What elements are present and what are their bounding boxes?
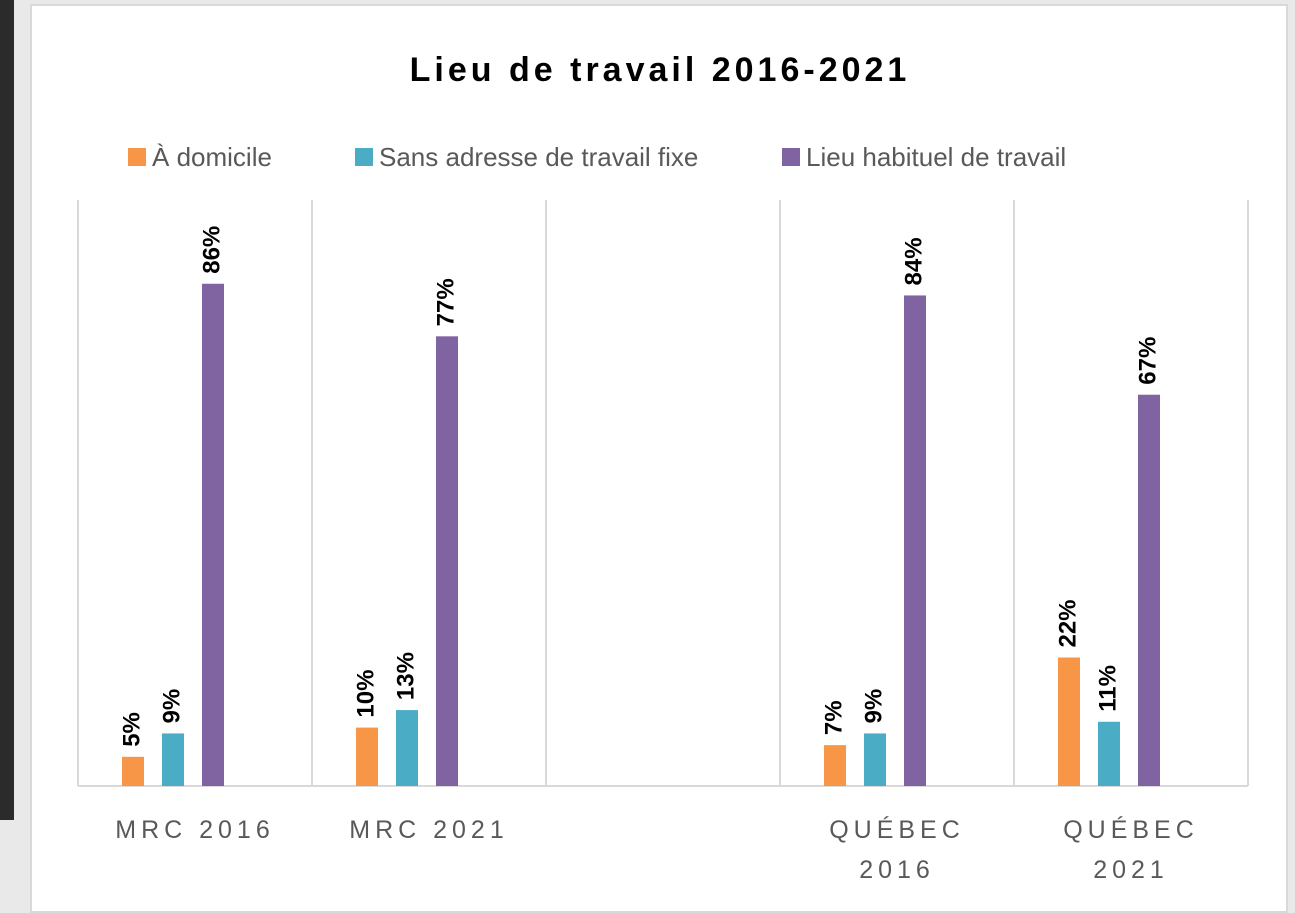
chart: Lieu de travail 2016-2021 À domicile Sans… [0, 0, 1295, 913]
legend-label: Lieu habituel de travail [806, 142, 1066, 172]
bar [396, 710, 418, 786]
data-label: 5% [118, 712, 145, 747]
data-label: 13% [392, 652, 419, 700]
data-label: 9% [158, 689, 185, 724]
data-label: 22% [1054, 599, 1081, 647]
bar [356, 728, 378, 786]
data-label: 9% [860, 689, 887, 724]
data-label: 84% [900, 237, 927, 285]
bar [202, 284, 224, 786]
data-label: 67% [1134, 337, 1161, 385]
bar [824, 745, 846, 786]
data-label: 7% [820, 700, 847, 735]
legend-swatch [355, 148, 373, 166]
bar [162, 733, 184, 786]
x-tick-label: QUÉBEC 2016 [797, 810, 997, 890]
bar [904, 295, 926, 786]
bar [436, 336, 458, 786]
bar [1058, 658, 1080, 786]
legend-label: À domicile [152, 142, 272, 172]
legend-label: Sans adresse de travail fixe [379, 142, 698, 172]
bar [1138, 395, 1160, 786]
chart-title: Lieu de travail 2016-2021 [410, 51, 911, 89]
data-label: 86% [198, 226, 225, 274]
x-tick-label: QUÉBEC 2021 [1031, 810, 1231, 890]
page: Lieu de travail 2016-2021 À domicile Sans… [0, 0, 1295, 913]
bar [864, 733, 886, 786]
x-tick-label: MRC 2021 [329, 810, 529, 850]
bar [1098, 722, 1120, 786]
bar [122, 757, 144, 786]
legend-swatch [128, 148, 146, 166]
data-label: 10% [352, 670, 379, 718]
x-tick-label: MRC 2016 [95, 810, 295, 850]
data-label: 11% [1094, 665, 1121, 712]
data-label: 77% [432, 278, 459, 326]
legend-swatch [782, 148, 800, 166]
